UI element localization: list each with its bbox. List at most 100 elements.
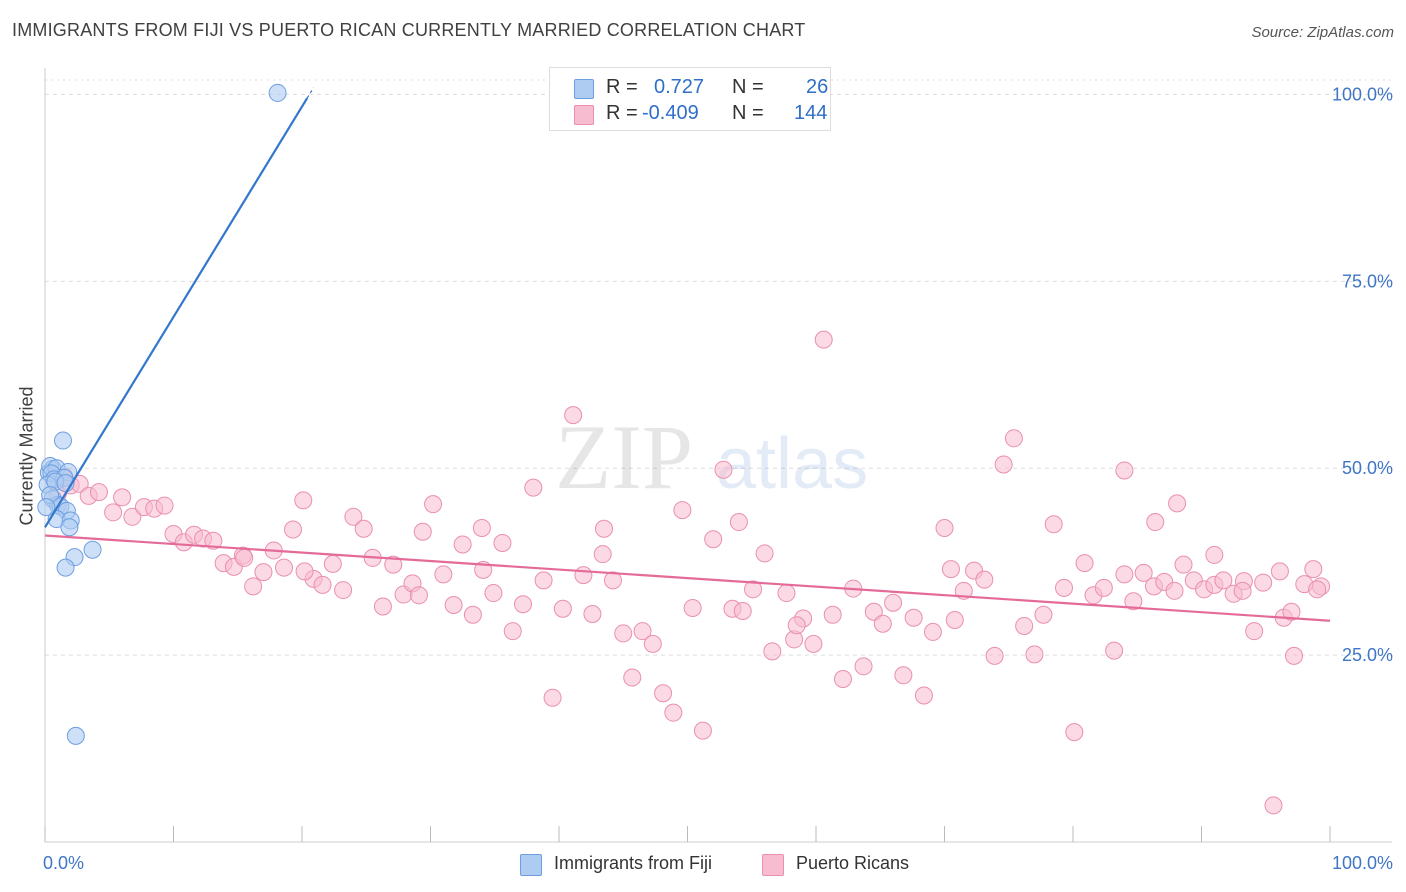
legend-r-label: R = xyxy=(606,76,638,98)
data-point-puerto-ricans xyxy=(294,491,313,510)
data-point-puerto-ricans xyxy=(1025,645,1044,664)
data-point-puerto-ricans xyxy=(1285,646,1304,665)
legend-n-value-fiji: 26 xyxy=(806,76,829,98)
data-point-puerto-ricans xyxy=(413,522,432,541)
data-point-puerto-ricans xyxy=(1168,494,1187,513)
data-point-puerto-ricans xyxy=(564,406,583,425)
data-point-puerto-ricans xyxy=(714,460,733,479)
data-point-puerto-ricans xyxy=(493,533,512,552)
data-point-fiji xyxy=(83,540,102,559)
data-point-puerto-ricans xyxy=(503,622,522,641)
data-point-puerto-ricans xyxy=(384,555,403,574)
data-point-puerto-ricans xyxy=(787,616,806,635)
data-point-puerto-ricans xyxy=(354,519,373,538)
data-point-puerto-ricans xyxy=(1105,641,1124,660)
data-point-puerto-ricans xyxy=(1015,616,1034,635)
data-point-puerto-ricans xyxy=(313,575,332,594)
watermark: ZIP atlas xyxy=(555,406,868,508)
data-point-puerto-ricans xyxy=(1134,563,1153,582)
data-point-puerto-ricans xyxy=(1254,573,1273,592)
legend-r-value-fiji: 0.727 xyxy=(654,76,705,98)
data-point-puerto-ricans xyxy=(623,668,642,687)
data-point-puerto-ricans xyxy=(904,608,923,627)
data-point-puerto-ricans xyxy=(104,503,123,522)
data-point-puerto-ricans xyxy=(514,595,533,614)
bottom-legend-swatch-fiji xyxy=(520,854,542,876)
data-point-fiji xyxy=(37,498,56,517)
data-point-puerto-ricans xyxy=(683,599,702,618)
data-point-puerto-ricans xyxy=(1308,580,1327,599)
y-tick-label: 50.0% xyxy=(1342,458,1393,478)
bottom-legend-label-fiji: Immigrants from Fiji xyxy=(554,853,713,873)
data-point-puerto-ricans xyxy=(1245,622,1264,641)
data-point-puerto-ricans xyxy=(1115,461,1134,480)
data-point-puerto-ricans xyxy=(1115,565,1134,584)
data-point-puerto-ricans xyxy=(534,571,553,590)
data-point-puerto-ricans xyxy=(704,530,723,549)
data-point-puerto-ricans xyxy=(1004,429,1023,448)
data-point-puerto-ricans xyxy=(463,605,482,624)
data-point-puerto-ricans xyxy=(594,519,613,538)
data-point-puerto-ricans xyxy=(113,488,132,507)
data-point-puerto-ricans xyxy=(733,602,752,620)
data-point-puerto-ricans xyxy=(994,455,1013,474)
data-point-puerto-ricans xyxy=(1233,581,1252,600)
data-point-fiji xyxy=(66,726,85,745)
data-point-puerto-ricans xyxy=(1146,513,1165,532)
series-puerto-ricans xyxy=(48,330,1331,815)
data-point-puerto-ricans xyxy=(284,520,303,539)
watermark-atlas: atlas xyxy=(716,424,868,504)
data-point-puerto-ricans xyxy=(833,670,852,689)
data-point-puerto-ricans xyxy=(614,624,633,643)
data-point-puerto-ricans xyxy=(155,496,174,515)
data-point-puerto-ricans xyxy=(923,622,942,641)
data-point-puerto-ricans xyxy=(444,596,463,615)
data-point-puerto-ricans xyxy=(763,642,782,661)
data-point-puerto-ricans xyxy=(424,495,443,514)
y-tick-label: 25.0% xyxy=(1342,645,1393,665)
data-point-puerto-ricans xyxy=(1165,581,1184,600)
legend-r-label: R = xyxy=(606,102,638,124)
source-credit: Source: ZipAtlas.com xyxy=(1251,24,1394,41)
data-point-puerto-ricans xyxy=(693,721,712,740)
data-point-puerto-ricans xyxy=(975,570,994,589)
data-point-puerto-ricans xyxy=(1034,605,1053,624)
legend-swatch-pr xyxy=(574,105,594,125)
data-point-puerto-ricans xyxy=(945,610,964,629)
data-point-puerto-ricans xyxy=(1124,592,1143,611)
data-point-puerto-ricans xyxy=(1270,562,1289,581)
data-point-puerto-ricans xyxy=(894,666,913,685)
data-point-fiji xyxy=(56,558,75,577)
data-point-puerto-ricans xyxy=(235,548,254,567)
trend-lines xyxy=(44,87,1331,622)
data-point-puerto-ricans xyxy=(1065,723,1084,742)
data-point-puerto-ricans xyxy=(935,519,954,538)
data-point-puerto-ricans xyxy=(814,330,833,349)
data-point-puerto-ricans xyxy=(1264,796,1283,815)
data-point-puerto-ricans xyxy=(603,571,622,590)
y-tick-label: 100.0% xyxy=(1332,84,1393,104)
data-point-puerto-ricans xyxy=(1055,578,1074,597)
data-point-puerto-ricans xyxy=(1304,560,1323,579)
data-point-puerto-ricans xyxy=(472,519,491,538)
legend-r-value-pr: -0.409 xyxy=(642,102,699,124)
data-point-puerto-ricans xyxy=(524,478,543,497)
data-point-puerto-ricans xyxy=(941,560,960,579)
x-tick-label: 100.0% xyxy=(1332,853,1393,873)
data-point-puerto-ricans xyxy=(744,580,763,599)
legend-n-label: N = xyxy=(732,76,764,98)
data-point-puerto-ricans xyxy=(553,599,572,618)
data-point-puerto-ricans xyxy=(1174,555,1193,574)
data-point-puerto-ricans xyxy=(777,584,796,603)
legend-swatch-fiji xyxy=(574,79,594,99)
data-point-puerto-ricans xyxy=(244,577,263,596)
data-point-puerto-ricans xyxy=(484,584,503,603)
watermark-zip: ZIP xyxy=(555,406,693,508)
tick-labels: 25.0% 50.0% 75.0% 100.0% 0.0% 100.0% xyxy=(43,84,1393,873)
y-tick-label: 75.0% xyxy=(1342,271,1393,291)
data-point-puerto-ricans xyxy=(323,554,342,573)
data-point-puerto-ricans xyxy=(123,507,142,526)
data-point-puerto-ricans xyxy=(275,558,294,577)
data-point-puerto-ricans xyxy=(409,586,428,605)
